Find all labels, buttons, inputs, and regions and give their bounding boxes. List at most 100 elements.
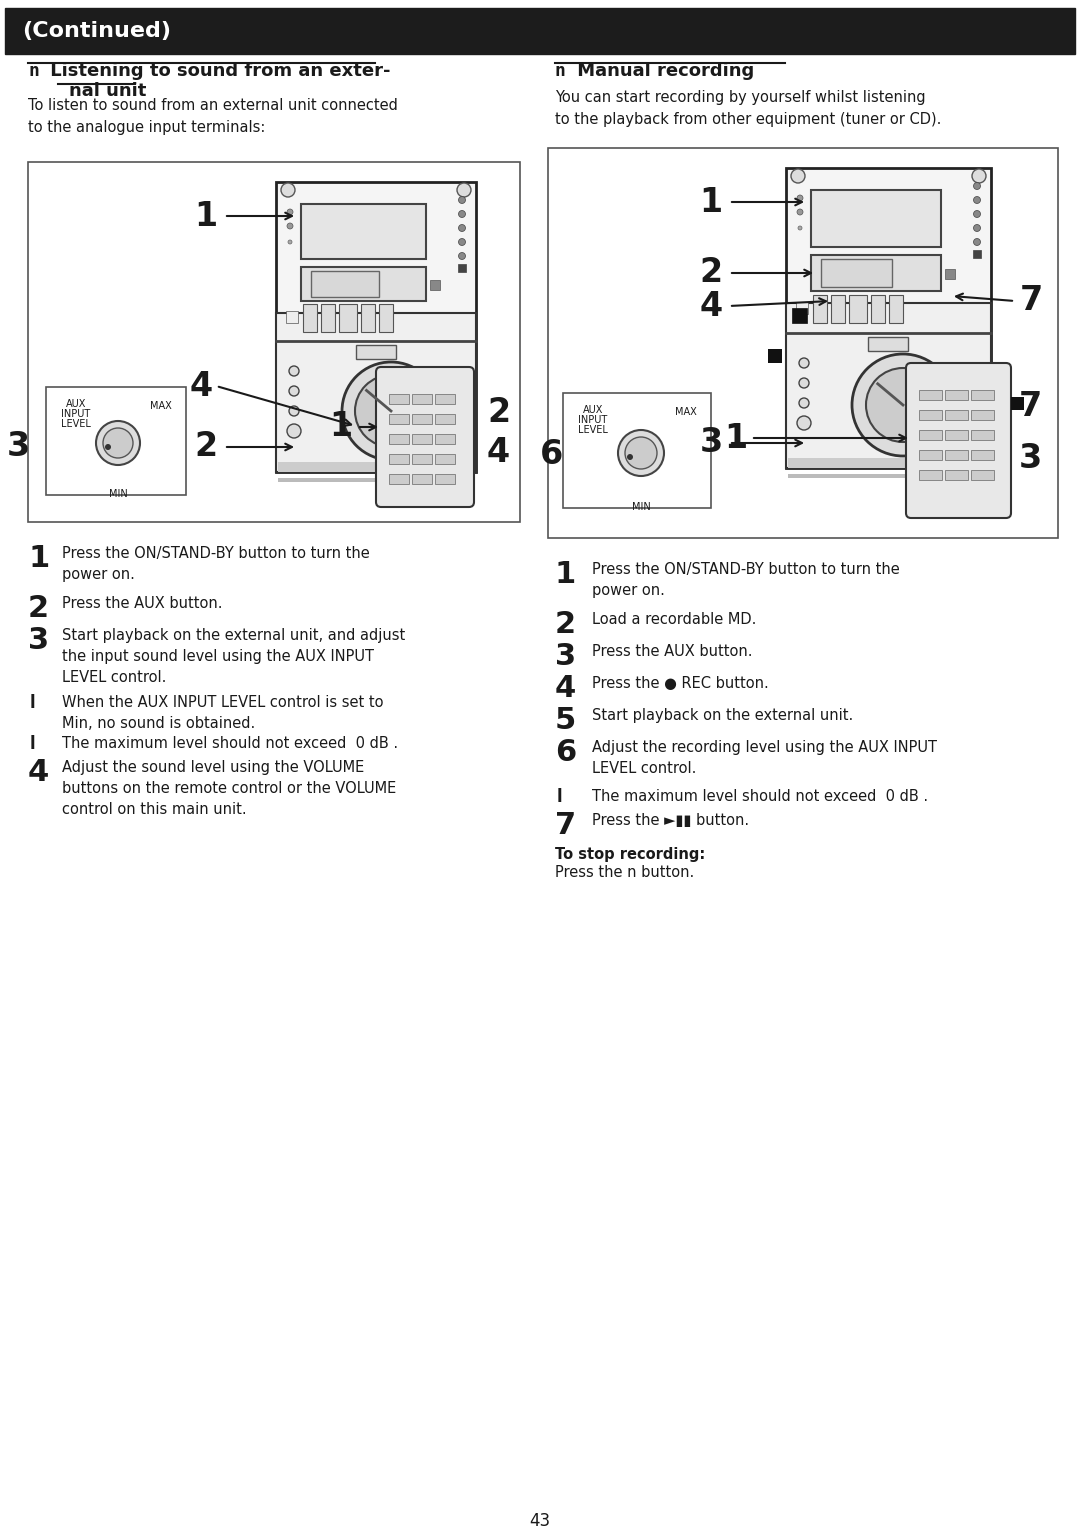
Circle shape xyxy=(799,398,809,408)
Text: 1: 1 xyxy=(194,199,217,233)
Circle shape xyxy=(797,417,811,430)
Bar xyxy=(276,182,476,472)
Bar xyxy=(971,470,994,480)
Circle shape xyxy=(289,386,299,395)
Circle shape xyxy=(287,224,293,228)
Bar xyxy=(361,303,375,332)
Text: 5: 5 xyxy=(555,706,577,735)
Text: Adjust the recording level using the AUX INPUT
LEVEL control.: Adjust the recording level using the AUX… xyxy=(592,740,937,777)
Bar xyxy=(945,430,968,440)
Bar xyxy=(945,391,968,400)
Text: LEVEL: LEVEL xyxy=(578,424,608,435)
Circle shape xyxy=(968,363,978,372)
Bar xyxy=(356,345,396,358)
Text: 4: 4 xyxy=(189,369,213,403)
Bar xyxy=(945,270,955,279)
Text: 3: 3 xyxy=(28,627,49,656)
Bar xyxy=(919,470,942,480)
Text: Start playback on the external unit, and adjust
the input sound level using the : Start playback on the external unit, and… xyxy=(62,628,405,685)
Text: When the AUX INPUT LEVEL control is set to
Min, no sound is obtained.: When the AUX INPUT LEVEL control is set … xyxy=(62,696,383,731)
Circle shape xyxy=(289,406,299,417)
Text: The maximum level should not exceed  0 dB .: The maximum level should not exceed 0 dB… xyxy=(592,789,928,804)
Text: Listening to sound from an exter-: Listening to sound from an exter- xyxy=(44,61,391,80)
Bar xyxy=(276,313,476,472)
Circle shape xyxy=(973,239,981,245)
Circle shape xyxy=(798,227,802,230)
Bar xyxy=(301,204,426,259)
Text: 3: 3 xyxy=(1018,441,1041,475)
Bar xyxy=(303,303,318,332)
Text: The maximum level should not exceed  0 dB .: The maximum level should not exceed 0 dB… xyxy=(62,735,399,751)
Text: MIN: MIN xyxy=(109,489,127,499)
Circle shape xyxy=(459,225,465,231)
Circle shape xyxy=(797,195,804,201)
Bar xyxy=(389,473,409,484)
Circle shape xyxy=(618,430,664,476)
Bar xyxy=(919,430,942,440)
Text: Load a recordable MD.: Load a recordable MD. xyxy=(592,611,756,627)
Circle shape xyxy=(281,182,295,198)
Circle shape xyxy=(289,366,299,375)
Text: MAX: MAX xyxy=(675,408,697,417)
Bar xyxy=(430,280,440,290)
Circle shape xyxy=(342,362,440,460)
Text: You can start recording by yourself whilst listening
to the playback from other : You can start recording by yourself whil… xyxy=(555,90,942,127)
Bar xyxy=(971,391,994,400)
Bar xyxy=(311,271,379,297)
Text: 7: 7 xyxy=(1018,389,1041,423)
Bar xyxy=(286,311,298,323)
Circle shape xyxy=(459,210,465,218)
Bar xyxy=(389,394,409,404)
Bar xyxy=(379,303,393,332)
Bar xyxy=(389,453,409,464)
Bar xyxy=(435,453,455,464)
Bar xyxy=(1011,397,1024,411)
Bar xyxy=(945,411,968,420)
Text: 2: 2 xyxy=(487,395,510,429)
Text: 1: 1 xyxy=(725,421,747,455)
Bar xyxy=(548,149,1058,538)
Bar xyxy=(919,411,942,420)
Text: 3: 3 xyxy=(555,642,576,671)
Bar xyxy=(786,303,991,467)
Text: Press the ON/STAND-BY button to turn the
power on.: Press the ON/STAND-BY button to turn the… xyxy=(592,562,900,597)
Text: l: l xyxy=(557,787,563,806)
Text: MIN: MIN xyxy=(632,502,650,512)
Bar xyxy=(278,463,474,472)
Text: 1: 1 xyxy=(329,411,352,443)
Text: LEVEL: LEVEL xyxy=(62,418,91,429)
Text: 4: 4 xyxy=(555,674,577,703)
Bar xyxy=(411,453,432,464)
Text: 7: 7 xyxy=(555,810,576,840)
Text: Start playback on the external unit.: Start playback on the external unit. xyxy=(592,708,853,723)
Text: 2: 2 xyxy=(555,610,576,639)
Text: 6: 6 xyxy=(540,438,564,472)
Text: 1: 1 xyxy=(555,561,577,588)
Circle shape xyxy=(973,210,981,218)
Text: 3: 3 xyxy=(6,430,29,464)
Text: AUX: AUX xyxy=(583,404,604,415)
Circle shape xyxy=(972,169,986,182)
Bar xyxy=(811,190,941,247)
Text: nal unit: nal unit xyxy=(44,83,147,100)
Circle shape xyxy=(973,225,981,231)
Bar xyxy=(821,259,892,286)
Text: Press the n button.: Press the n button. xyxy=(555,866,694,879)
Text: Press the ● REC button.: Press the ● REC button. xyxy=(592,676,769,691)
Circle shape xyxy=(355,375,427,447)
Bar xyxy=(796,302,808,314)
Text: 4: 4 xyxy=(700,290,723,323)
Circle shape xyxy=(105,444,111,450)
Circle shape xyxy=(453,371,463,381)
Bar xyxy=(788,473,989,478)
Circle shape xyxy=(453,394,463,403)
Circle shape xyxy=(799,358,809,368)
Text: l: l xyxy=(30,694,36,712)
Bar xyxy=(5,8,1075,54)
Bar xyxy=(786,169,991,467)
Text: 4: 4 xyxy=(487,435,510,469)
Bar xyxy=(831,296,845,323)
Bar xyxy=(28,162,519,522)
Text: INPUT: INPUT xyxy=(579,415,608,424)
Circle shape xyxy=(459,253,465,259)
